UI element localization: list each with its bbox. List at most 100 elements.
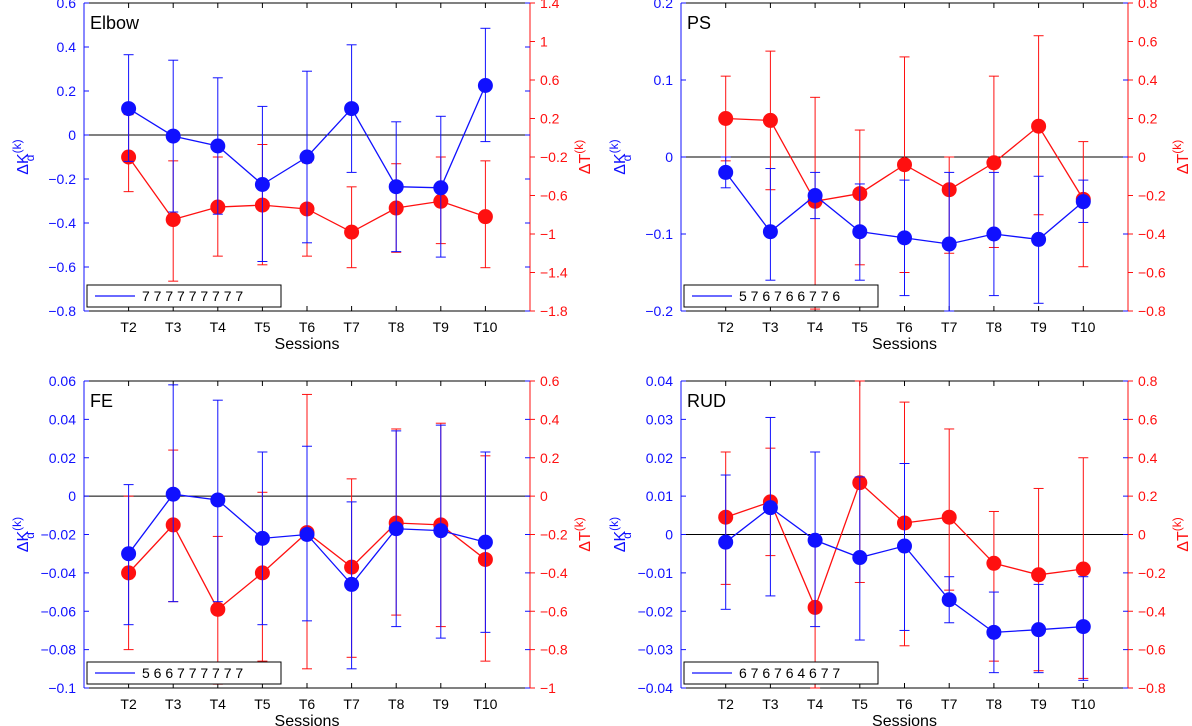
right-tick-label: −0.4 — [1138, 603, 1166, 619]
left-tick-label: 0 — [68, 127, 76, 143]
right-tick-label: 0.2 — [540, 450, 560, 466]
left-series-point — [852, 550, 868, 566]
right-tick-label: 1.4 — [540, 0, 560, 11]
series-left-series — [121, 27, 493, 262]
legend: 5 6 6 7 7 7 7 7 7 — [86, 661, 282, 685]
left-axis-label-sup: (k) — [607, 517, 621, 531]
right-tick-label: −1 — [540, 226, 556, 242]
right-tick-label: 0.6 — [540, 373, 560, 389]
left-series-point — [165, 128, 181, 144]
left-series-point — [121, 101, 137, 117]
x-tick-label: T6 — [896, 319, 913, 335]
x-axis-label: Sessions — [872, 336, 937, 353]
right-tick-label: −0.4 — [540, 565, 568, 581]
left-series-point — [718, 534, 734, 550]
left-tick-label: 0.1 — [654, 72, 674, 88]
left-series-point — [433, 523, 449, 539]
left-tick-label: 0.2 — [57, 83, 77, 99]
left-axis-label-sub: d — [23, 155, 37, 162]
left-series-point — [1075, 194, 1091, 210]
legend-box — [86, 661, 282, 685]
right-tick-label: −0.4 — [1138, 226, 1166, 242]
x-tick-label: T7 — [343, 696, 360, 712]
left-tick-label: 0.2 — [654, 0, 674, 11]
right-tick-label: 0.8 — [1138, 0, 1158, 11]
left-tick-label: 0 — [665, 527, 673, 543]
right-axis-label-sup: (k) — [572, 140, 586, 154]
left-series-point — [165, 486, 181, 502]
legend-text: 5 6 6 7 7 7 7 7 7 — [142, 665, 243, 681]
x-tick-label: T8 — [388, 696, 405, 712]
x-tick-label: T10 — [1071, 696, 1095, 712]
right-tick-label: −1.8 — [540, 303, 568, 319]
x-tick-label: T10 — [473, 319, 497, 335]
left-series-point — [1075, 619, 1091, 635]
left-series-point — [1031, 622, 1047, 638]
x-tick-label: T3 — [762, 319, 779, 335]
right-axis-label-main: ΔT — [577, 154, 594, 175]
x-tick-label: T4 — [210, 319, 227, 335]
right-tick-label: −0.6 — [1138, 265, 1166, 281]
right-tick-label: −0.6 — [1138, 642, 1166, 658]
left-tick-label: −0.03 — [638, 642, 674, 658]
x-tick-label: T9 — [433, 696, 450, 712]
left-tick-label: 0.01 — [646, 488, 673, 504]
panel-rud: −0.04 −0.03 −0.02 −0.01 0 0.01 0.02 0.03 0.04 −0.… — [607, 373, 1192, 726]
left-tick-label: −0.04 — [638, 680, 674, 696]
left-tick-label: −0.2 — [48, 171, 76, 187]
left-axis-label: ΔK(k) d — [607, 139, 634, 174]
right-axis-label-main: ΔT — [577, 531, 594, 552]
left-series-point — [897, 538, 912, 554]
left-series-point — [807, 188, 823, 203]
left-tick-label: −0.6 — [48, 259, 76, 275]
right-tick-label: −0.2 — [1138, 188, 1166, 204]
right-tick-label: 0.6 — [1138, 34, 1158, 50]
left-series-point — [210, 138, 226, 154]
right-tick-label: −0.2 — [540, 149, 568, 165]
right-axis-label-main: ΔT — [1175, 531, 1192, 552]
left-tick-label: −0.02 — [41, 527, 77, 543]
x-tick-label: T5 — [852, 319, 869, 335]
left-axis-label-sup: (k) — [607, 139, 621, 153]
right-tick-label: −0.6 — [540, 603, 568, 619]
left-tick-label: 0.4 — [57, 39, 77, 55]
x-tick-label: T7 — [343, 319, 360, 335]
left-tick-label: −0.08 — [41, 642, 77, 658]
left-series-point — [852, 224, 868, 240]
left-tick-label: −0.1 — [48, 680, 76, 696]
x-axis-label: Sessions — [872, 713, 937, 726]
x-tick-label: T2 — [120, 696, 137, 712]
x-tick-label: T4 — [210, 696, 227, 712]
left-tick-label: 0.6 — [57, 0, 77, 11]
x-tick-label: T3 — [165, 319, 182, 335]
legend-box — [683, 284, 879, 308]
x-axis-label: Sessions — [275, 713, 340, 726]
left-tick-label: −0.02 — [638, 603, 674, 619]
x-tick-label: T6 — [896, 696, 913, 712]
x-tick-label: T5 — [254, 696, 271, 712]
right-axis-label: ΔT(k) — [572, 517, 594, 551]
right-tick-label: −0.2 — [540, 527, 568, 543]
left-axis-label-main: ΔK — [612, 530, 629, 552]
right-tick-label: 0.4 — [1138, 450, 1158, 466]
left-axis-label-sub: d — [620, 155, 634, 162]
left-tick-label: 0.04 — [49, 411, 76, 427]
panel-title: PS — [687, 13, 711, 33]
right-series-point — [477, 209, 493, 225]
right-tick-label: 0.6 — [540, 72, 560, 88]
left-series-point — [1031, 231, 1047, 247]
left-tick-label: 0.02 — [646, 450, 673, 466]
left-tick-label: 0.04 — [646, 373, 673, 389]
series-left-series — [718, 416, 1091, 681]
panel-fe: −0.1 −0.08 −0.06 −0.04 −0.02 0 0.02 0.04 0.06 −1 −… — [10, 373, 594, 726]
right-series-point — [941, 509, 957, 525]
left-series-point — [718, 164, 734, 180]
left-series-point — [807, 532, 823, 548]
right-tick-label: 0.8 — [1138, 373, 1158, 389]
x-tick-label: T5 — [852, 696, 869, 712]
left-tick-label: 0 — [68, 488, 76, 504]
x-tick-label: T2 — [718, 319, 735, 335]
right-tick-label: 1 — [540, 34, 548, 50]
series-left-series — [121, 384, 493, 670]
right-tick-label: 0 — [1138, 527, 1146, 543]
